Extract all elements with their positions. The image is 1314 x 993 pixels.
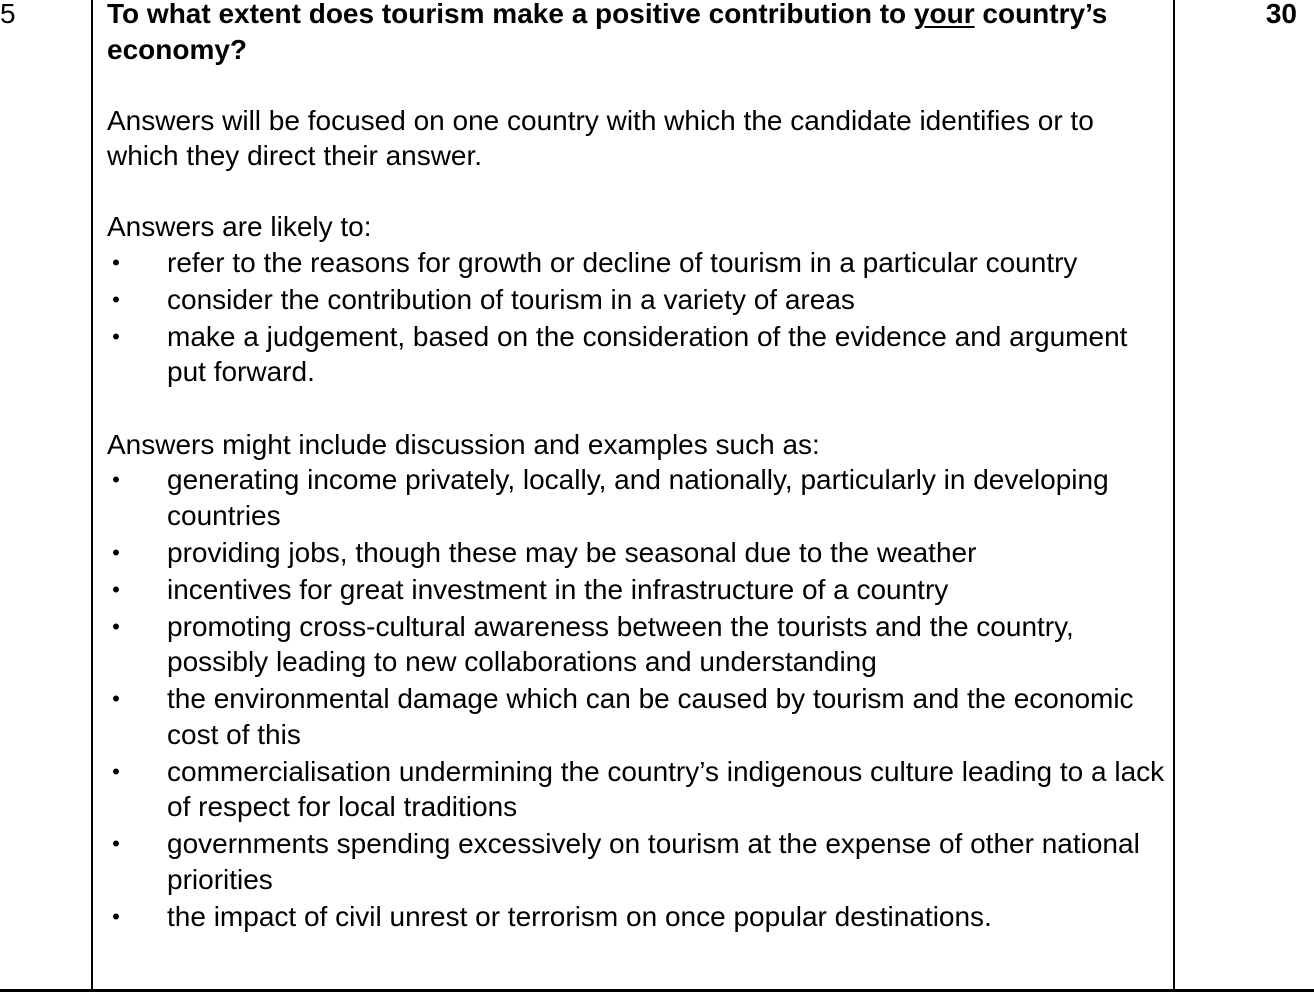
bullet-icon: • — [112, 467, 120, 492]
list-item-text: consider the contribution of tourism in … — [167, 283, 855, 315]
list-item: • commercialisation undermining the count… — [107, 754, 1165, 825]
bullet-icon: • — [112, 286, 120, 312]
bullet-icon: • — [112, 539, 120, 565]
list-item: • promoting cross-cultural awareness betw… — [107, 609, 1165, 680]
list-item-text: generating income privately, locally, an… — [167, 464, 1109, 531]
bullet-icon: • — [112, 323, 120, 349]
list-item-text: promoting cross-cultural awareness betwe… — [167, 610, 1074, 678]
list-item: • refer to the reasons for growth or decl… — [107, 245, 1165, 281]
bullet-icon: • — [112, 576, 120, 602]
question-number: 5 — [0, 0, 16, 29]
list-item-text: make a judgement, based on the considera… — [167, 320, 1128, 388]
list-item-text: providing jobs, though these may be seas… — [167, 536, 977, 568]
examples-heading: Answers might include discussion and exa… — [107, 428, 820, 460]
bullet-icon: • — [112, 686, 120, 711]
list-item-text: commercialisation undermining the countr… — [167, 755, 1165, 823]
bullet-icon: • — [112, 249, 120, 275]
column-divider-right — [1173, 0, 1175, 991]
list-item: • generating income privately, locally, a… — [107, 462, 1165, 533]
answer-guidance: To what extent does tourism make a posit… — [107, 0, 1165, 936]
likely-heading: Answers are likely to: — [107, 211, 372, 242]
question-title: To what extent does tourism make a posit… — [107, 0, 1165, 67]
question-title-start: To what extent does tourism make a posit… — [107, 0, 914, 29]
column-divider-left — [91, 0, 93, 991]
question-title-emphasis: your — [913, 0, 975, 29]
list-item: • governments spending excessively on tou… — [107, 826, 1165, 897]
bullet-icon: • — [112, 903, 120, 929]
bullet-icon: • — [112, 758, 120, 784]
table-bottom-border — [0, 989, 1314, 992]
list-item: • the environmental damage which can be c… — [107, 681, 1165, 752]
list-item-text: incentives for great investment in the i… — [167, 573, 949, 605]
list-item: • providing jobs, though these may be sea… — [107, 535, 1165, 571]
list-item-text: governments spending excessively on tour… — [167, 828, 1140, 895]
list-item: • incentives for great investment in the … — [107, 572, 1165, 608]
list-item: • consider the contribution of tourism in… — [107, 282, 1165, 318]
examples-list: • generating income privately, locally, a… — [107, 462, 1165, 934]
question-marks: 30 — [1265, 0, 1297, 29]
list-item-text: the impact of civil unrest or terrorism … — [167, 900, 992, 932]
list-item: • the impact of civil unrest or terrorism… — [107, 899, 1165, 935]
list-item-text: the environmental damage which can be ca… — [167, 683, 1134, 750]
bullet-icon: • — [112, 613, 120, 639]
intro-text: Answers will be focused on one country w… — [107, 104, 1094, 172]
list-item: • make a judgement, based on the consider… — [107, 319, 1165, 390]
question-title-end: country’s economy? — [107, 0, 1108, 65]
list-item-text: refer to the reasons for growth or decli… — [167, 246, 1078, 278]
likely-list: • refer to the reasons for growth or decl… — [107, 245, 1165, 390]
bullet-icon: • — [112, 831, 120, 856]
